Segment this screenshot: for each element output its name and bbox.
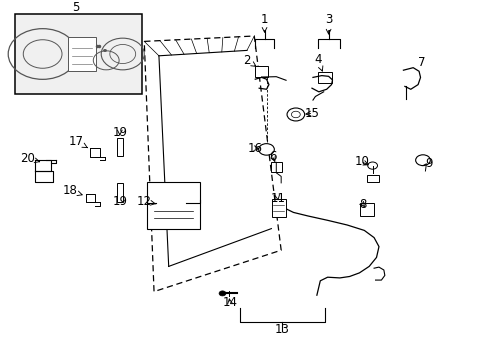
Text: 19: 19 (112, 126, 127, 139)
Bar (366, 175, 378, 182)
Bar (146, 182, 200, 229)
Circle shape (258, 144, 274, 155)
Text: 17: 17 (68, 135, 87, 148)
Text: 7: 7 (417, 57, 425, 69)
Bar (318, 72, 331, 83)
Text: 6: 6 (268, 150, 276, 163)
Text: 16: 16 (247, 142, 262, 155)
Text: 15: 15 (304, 107, 319, 120)
Text: 10: 10 (354, 156, 368, 168)
Text: 8: 8 (358, 198, 366, 211)
Bar (116, 183, 123, 202)
Text: 4: 4 (313, 53, 322, 71)
Circle shape (286, 108, 304, 121)
Text: 20: 20 (20, 152, 40, 165)
Text: 13: 13 (274, 323, 289, 336)
Bar (68, 37, 96, 71)
Bar (116, 138, 123, 156)
Text: 5: 5 (72, 1, 80, 14)
Text: 18: 18 (62, 184, 82, 197)
Bar (15, 14, 142, 94)
Text: 2: 2 (243, 54, 256, 67)
Text: 19: 19 (112, 195, 127, 208)
Text: 11: 11 (270, 192, 285, 204)
Text: 12: 12 (137, 195, 156, 208)
Circle shape (219, 291, 225, 296)
Bar (270, 162, 281, 172)
Text: 14: 14 (222, 296, 237, 309)
Text: 3: 3 (324, 13, 332, 34)
Text: 1: 1 (260, 13, 268, 32)
Bar (271, 199, 285, 217)
Text: 9: 9 (425, 157, 432, 170)
Bar (254, 66, 268, 77)
Bar (359, 203, 373, 216)
